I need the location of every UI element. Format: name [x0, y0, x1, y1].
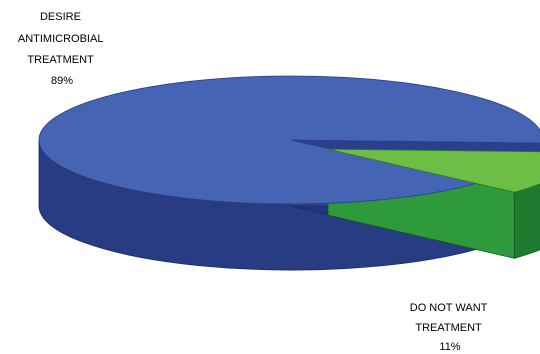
slice-label-desire: DESIRE ANTIMICROBIAL TREATMENT 89%	[18, 11, 106, 87]
slice-side-do-not-want	[513, 183, 540, 259]
slice-desire	[38, 75, 540, 205]
slice-do-not-want	[327, 148, 540, 193]
slice-label-do-not-want: DO NOT WANT TREATMENT 11%	[410, 302, 490, 353]
pie-tops	[38, 75, 540, 205]
